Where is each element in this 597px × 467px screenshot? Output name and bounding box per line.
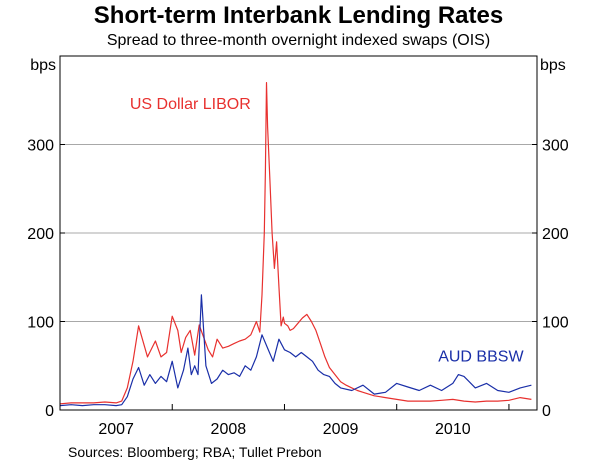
series-line-aud-bbsw — [59, 294, 532, 407]
x-tick-label: 2007 — [98, 421, 134, 438]
series-lines — [59, 81, 532, 407]
y-axis-right: 0 100 200 300 — [532, 138, 569, 420]
series-line-us-dollar-libor — [59, 81, 532, 405]
y-tick-label-right: 100 — [542, 315, 569, 332]
y-axis-left: 0 100 200 300 — [27, 138, 65, 420]
x-tick-label: 2008 — [211, 421, 247, 438]
x-tick-label: 2010 — [435, 421, 471, 438]
source-note: Sources: Bloomberg; RBA; Tullet Prebon — [68, 444, 322, 460]
y-unit-right: bps — [540, 57, 566, 74]
y-tick-label-left: 0 — [45, 403, 54, 420]
series-label-us-dollar-libor: US Dollar LIBOR — [130, 96, 251, 113]
y-tick-label-right: 300 — [542, 138, 569, 155]
y-tick-label-left: 100 — [27, 315, 54, 332]
gridlines — [60, 144, 537, 322]
x-tick-label: 2009 — [323, 421, 359, 438]
x-axis: 2007 2008 2009 2010 — [59, 404, 510, 438]
y-tick-label-right: 0 — [542, 403, 551, 420]
chart-title: Short-term Interbank Lending Rates — [93, 2, 504, 29]
chart-subtitle: Spread to three-month overnight indexed … — [106, 32, 491, 49]
y-tick-label-left: 300 — [27, 138, 54, 155]
y-tick-label-right: 200 — [542, 226, 569, 243]
series-label-aud-bbsw: AUD BBSW — [438, 348, 524, 365]
y-tick-label-left: 200 — [27, 226, 54, 243]
y-unit-left: bps — [30, 57, 56, 74]
